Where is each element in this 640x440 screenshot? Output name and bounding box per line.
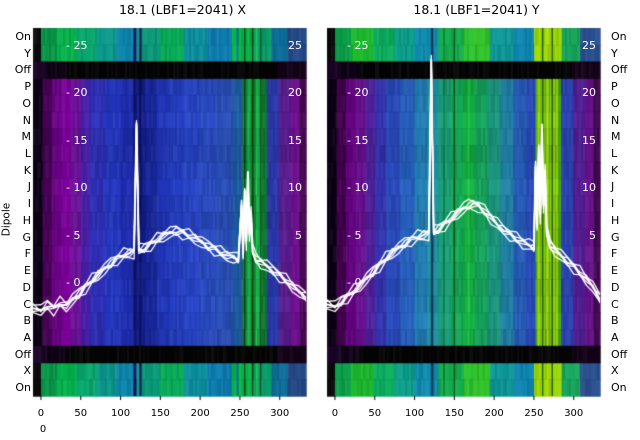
row-label-right: K xyxy=(611,163,619,177)
row-label-right: On xyxy=(611,381,627,395)
overlay-tick-right: 10 xyxy=(582,181,596,194)
row-label-right: N xyxy=(611,113,620,127)
x-tick-label: 150 xyxy=(444,408,464,419)
row-label-left: E xyxy=(24,264,31,278)
overlay-tick-right: 5 xyxy=(589,228,596,242)
overlay-tick-left: - 10 xyxy=(347,181,369,194)
row-label-left: Y xyxy=(24,46,31,60)
row-label-right: O xyxy=(611,96,620,110)
x-tick-label: 0 xyxy=(331,408,339,419)
overlay-tick-left: - 0 xyxy=(347,276,362,289)
row-label-left: I xyxy=(27,197,31,211)
overlay-tick-left: - 5 xyxy=(347,228,362,242)
overlay-tick-right: 25 xyxy=(288,38,302,52)
row-label-left: J xyxy=(27,180,31,194)
overlay-tick-left: - 20 xyxy=(347,86,369,99)
row-label-right: F xyxy=(611,247,618,261)
row-label-right: E xyxy=(611,264,618,278)
panel-title-x: 18.1 (LBF1=2041) X xyxy=(118,2,247,17)
row-label-left: On xyxy=(15,29,31,43)
row-label-right: I xyxy=(611,197,615,211)
row-label-right: B xyxy=(611,314,619,328)
row-label-right: H xyxy=(611,213,620,227)
overlay-tick-right: 5 xyxy=(295,228,302,242)
overlay-tick-left: - 25 xyxy=(66,38,88,52)
overlay-tick-left: - 0 xyxy=(66,276,81,289)
row-label-right: D xyxy=(611,280,620,294)
row-label-left: D xyxy=(22,280,31,294)
row-label-right: On xyxy=(611,29,627,43)
row-label-left: A xyxy=(23,330,31,344)
row-label-right: P xyxy=(611,80,618,94)
x-tick-label: 150 xyxy=(150,408,170,419)
overlay-tick-left: - 25 xyxy=(347,38,369,52)
row-label-left: On xyxy=(15,381,31,395)
panel-title-y: 18.1 (LBF1=2041) Y xyxy=(413,2,540,17)
overlay-tick-right: 10 xyxy=(288,181,302,194)
row-label-right: J xyxy=(611,180,615,194)
overlay-tick-left: - 20 xyxy=(66,86,88,99)
overlay-tick-right: 20 xyxy=(582,86,596,99)
overlay-tick-left: - 15 xyxy=(66,133,88,147)
row-label-left: L xyxy=(24,146,31,160)
row-label-left: N xyxy=(22,113,31,127)
x-tick-label: 200 xyxy=(484,408,504,419)
overlay-tick-right: 15 xyxy=(288,133,302,147)
row-label-left: Off xyxy=(14,63,31,77)
overlay-tick-right: 20 xyxy=(288,86,302,99)
x-tick-label: 100 xyxy=(111,408,131,419)
row-label-left: B xyxy=(23,314,31,328)
overlay-tick-right: 15 xyxy=(582,133,596,147)
x-tick-label: 50 xyxy=(74,408,88,419)
row-label-right: Y xyxy=(611,46,618,60)
x-tick-label: 250 xyxy=(524,408,544,419)
row-label-left: M xyxy=(21,130,32,144)
row-label-left: G xyxy=(22,230,31,244)
overlay-tick-left: - 15 xyxy=(347,133,369,147)
overlay-tick-left: - 10 xyxy=(66,181,88,194)
x-tick-label: 200 xyxy=(190,408,210,419)
row-label-right: C xyxy=(611,297,619,311)
x-tick-label: 0 xyxy=(37,408,45,419)
x-tick-label: 300 xyxy=(270,408,290,419)
row-label-left: Off xyxy=(14,347,31,361)
row-label-left: O xyxy=(22,96,31,110)
row-label-left: F xyxy=(24,247,31,261)
x-tick-label: 50 xyxy=(368,408,382,419)
x-tick-label: 250 xyxy=(230,408,250,419)
row-label-left: C xyxy=(23,297,31,311)
origin-label: 0 xyxy=(39,424,47,435)
row-label-left: P xyxy=(24,80,31,94)
row-label-right: X xyxy=(611,364,619,378)
overlay-tick-right: 25 xyxy=(582,38,596,52)
x-tick-label: 300 xyxy=(564,408,584,419)
row-label-right: Off xyxy=(611,63,628,77)
row-label-right: M xyxy=(611,130,621,144)
row-label-left: X xyxy=(23,364,31,378)
row-label-left: K xyxy=(23,163,31,177)
row-label-right: Off xyxy=(611,347,628,361)
row-label-left: H xyxy=(22,213,31,227)
overlay-tick-left: - 5 xyxy=(66,228,81,242)
row-label-right: A xyxy=(611,330,619,344)
row-label-right: L xyxy=(611,146,618,160)
row-label-right: G xyxy=(611,230,620,244)
x-tick-label: 100 xyxy=(405,408,425,419)
